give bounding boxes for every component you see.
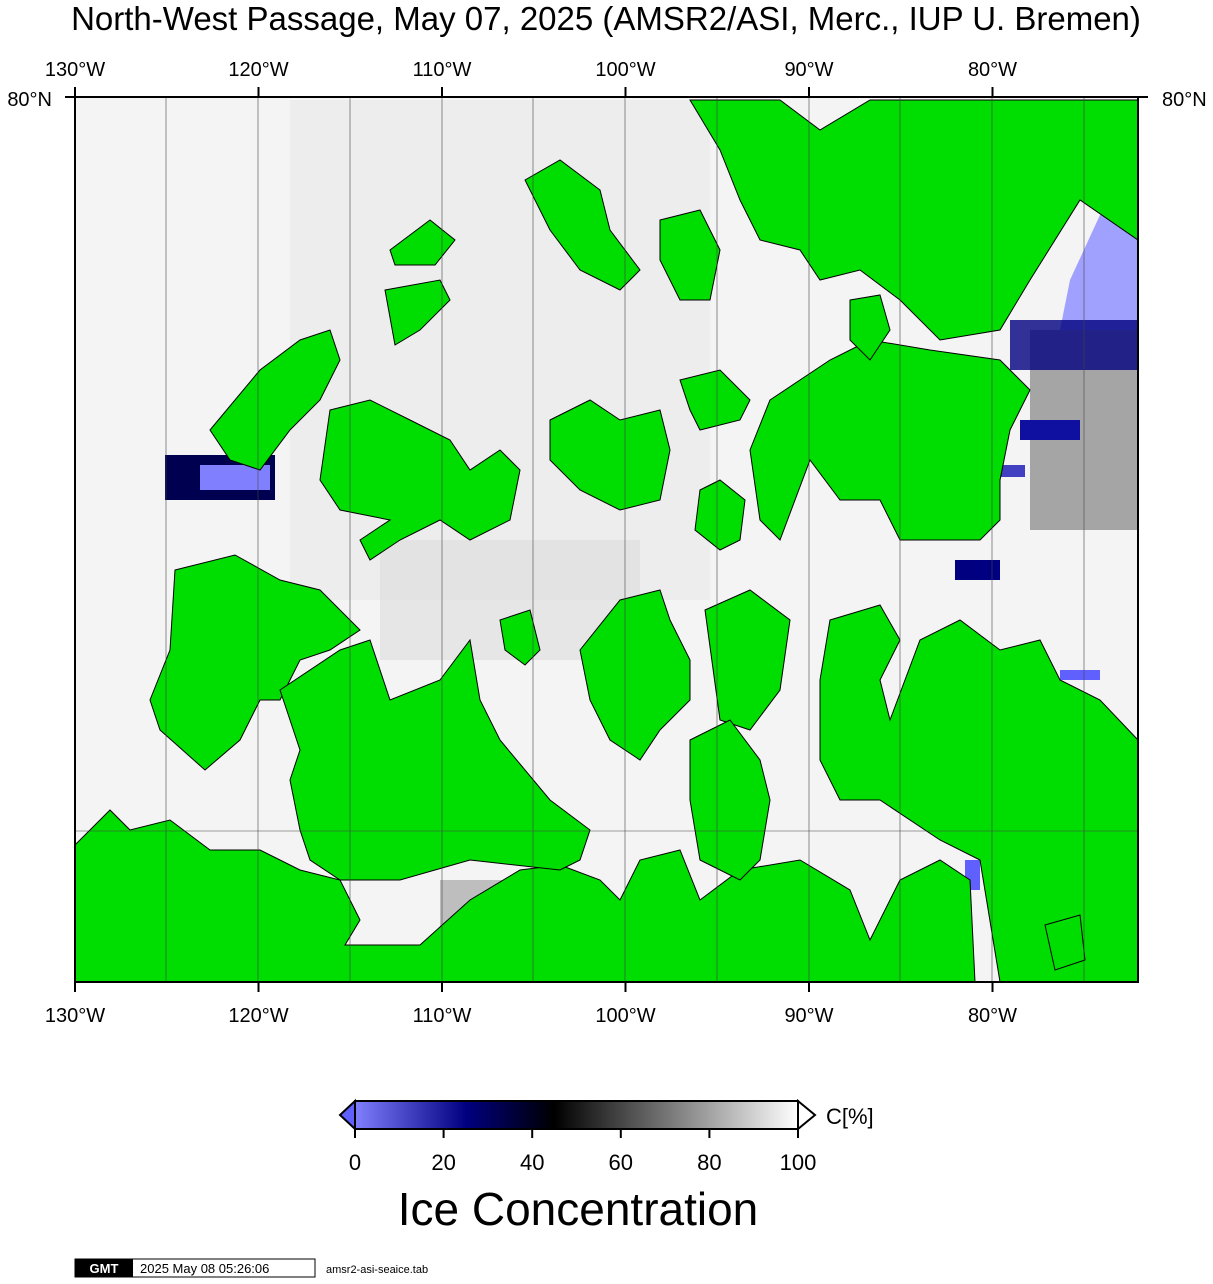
colorbar-over xyxy=(797,1098,817,1132)
ice-low xyxy=(955,560,1000,580)
ice-low xyxy=(1060,670,1100,680)
title: North-West Passage, May 07, 2025 (AMSR2/… xyxy=(71,0,1141,37)
file-name: amsr2-asi-seaice.tab xyxy=(326,1264,428,1276)
colorbar-tick-label: 20 xyxy=(431,1150,455,1175)
colorbar-ticks: 0 20 40 60 80 100 xyxy=(349,1129,816,1175)
lon-label: 100°W xyxy=(595,1005,655,1027)
lon-label: 110°W xyxy=(413,59,472,81)
graticule xyxy=(75,97,1138,982)
colorbar-title: Ice Concentration xyxy=(398,1183,759,1235)
colorbar-under xyxy=(338,1098,356,1132)
map: 80°N 80°N xyxy=(7,89,1207,983)
colorbar-tick-label: 0 xyxy=(349,1150,361,1175)
land xyxy=(74,99,1139,983)
colorbar-unit: C[%] xyxy=(826,1104,874,1129)
lon-label: 80°W xyxy=(968,1005,1017,1027)
colorbar-tick-label: 40 xyxy=(520,1150,544,1175)
lon-labels: 130°W 130°W 120°W 120°W 110°W 110°W 100°W 100°W… xyxy=(45,59,1017,1027)
lon-label: 90°W xyxy=(784,1005,833,1027)
colorbar-ramp xyxy=(354,1100,799,1130)
lon-label: 100°W xyxy=(595,59,655,81)
lon-label: 110°W xyxy=(413,1005,472,1027)
logo: GMT xyxy=(90,1261,119,1276)
lon-label: 120°W xyxy=(228,59,288,81)
lon-label: 80°W xyxy=(968,59,1017,81)
ice-low xyxy=(1010,320,1138,370)
lon-label: 130°W xyxy=(45,1005,105,1027)
lon-label: 130°W xyxy=(45,59,105,81)
colorbar: C[%] 0 20 40 60 80 100 Ice Concentration xyxy=(338,1098,874,1235)
lon-label: 90°W xyxy=(784,59,833,81)
timestamp: 2025 May 08 05:26:06 xyxy=(140,1261,269,1276)
lon-label: 120°W xyxy=(228,1005,288,1027)
lat-label: 80°N xyxy=(1162,89,1207,111)
map-frame xyxy=(74,96,1139,983)
colorbar-tick-label: 100 xyxy=(780,1150,817,1175)
colorbar-tick-label: 80 xyxy=(697,1150,721,1175)
ice-low xyxy=(1020,420,1080,440)
footer: GMT 2025 May 08 05:26:06 amsr2-asi-seaic… xyxy=(74,1258,428,1278)
logo-box xyxy=(75,1259,133,1277)
ice-low xyxy=(1060,215,1138,330)
colorbar-tick-label: 60 xyxy=(609,1150,633,1175)
lat-label: 80°N xyxy=(7,89,52,111)
